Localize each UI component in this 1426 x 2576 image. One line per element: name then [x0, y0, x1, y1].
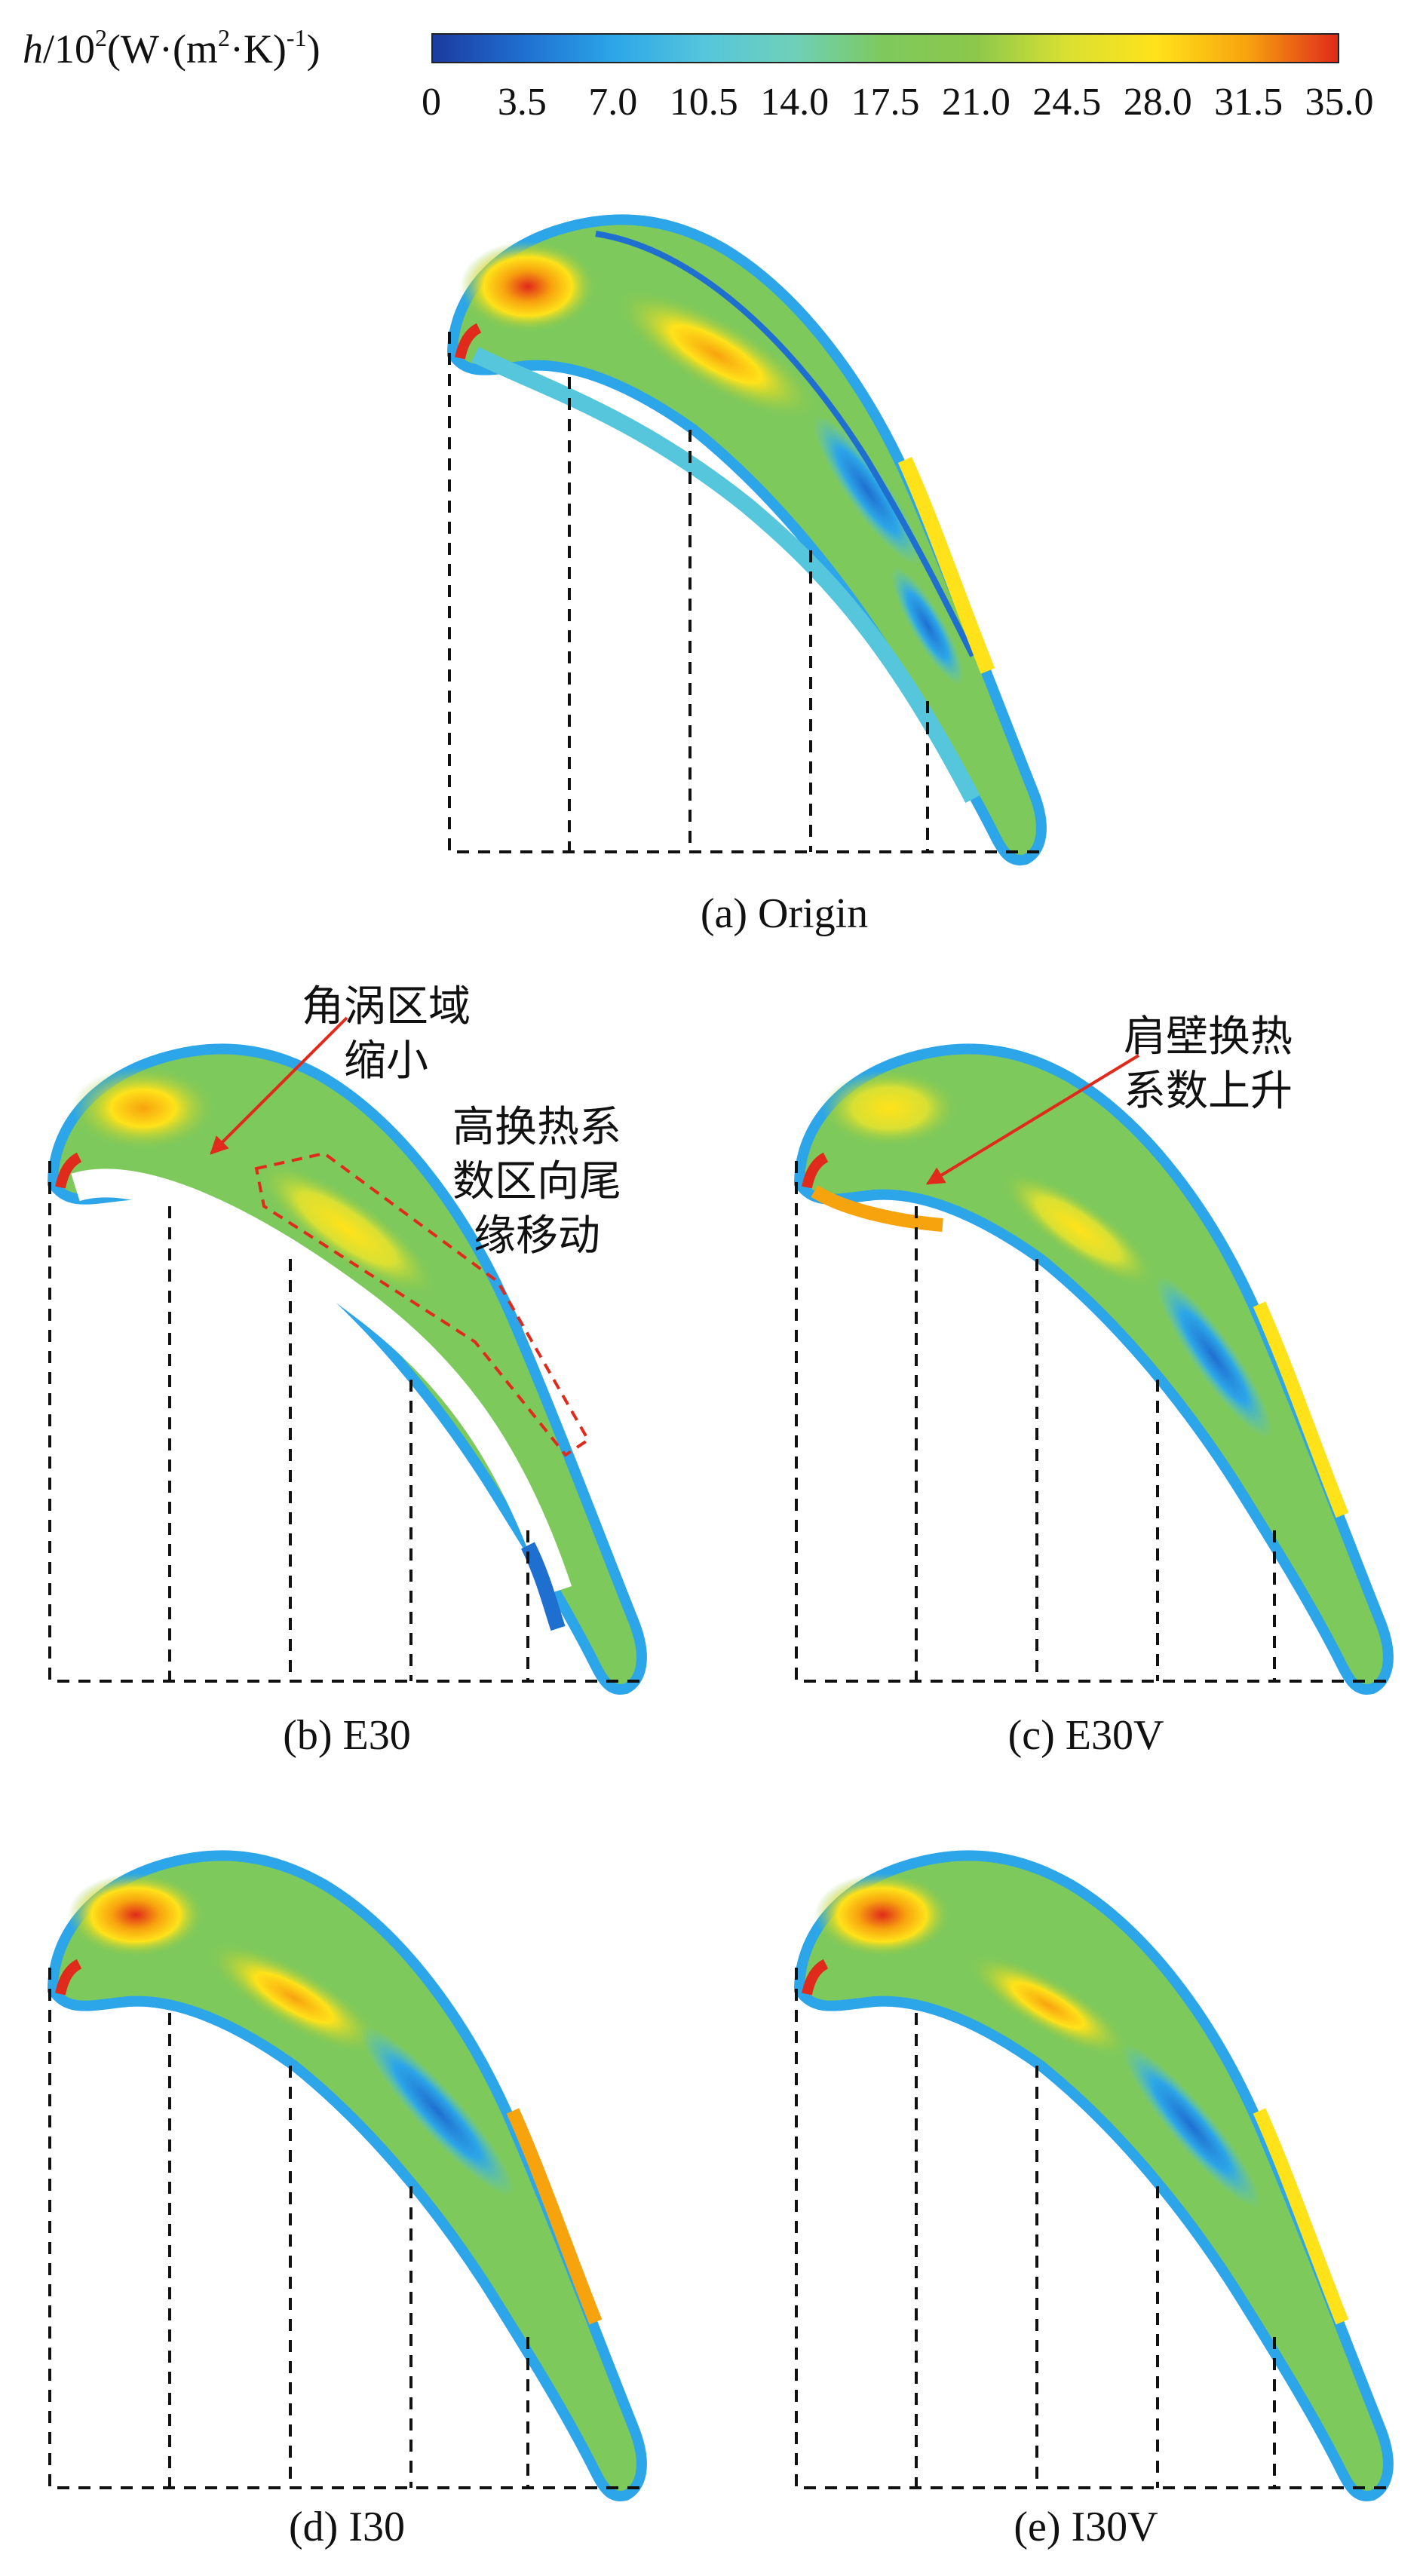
blade-contour: [452, 219, 1041, 860]
blade-panel-d: [45, 1839, 649, 2503]
colorbar-tick: 14.0: [760, 81, 830, 124]
blade-contour: [53, 1855, 642, 2496]
colorbar-tick: 35.0: [1305, 81, 1374, 124]
colorbar-tick: 7.0: [588, 81, 638, 124]
colorbar-tick: 10.5: [669, 81, 738, 124]
colorbar: [431, 33, 1339, 63]
blade-panel-e: [792, 1839, 1395, 2503]
blade-contour: [799, 1855, 1388, 2496]
blade-panel-b: [45, 1016, 649, 1696]
colorbar-tick: 3.5: [497, 81, 547, 124]
colorbar-tick: 28.0: [1123, 81, 1192, 124]
panel-caption-e: (e) I30V: [1014, 2504, 1158, 2550]
colorbar-tick: 17.5: [851, 81, 920, 124]
colorbar-tick: 24.5: [1032, 81, 1102, 124]
panel-caption-d: (d) I30: [289, 2504, 405, 2550]
colorbar-tick: 31.5: [1214, 81, 1283, 124]
blade-panel-c: [792, 1033, 1395, 1696]
annotation-shoulder: 肩壁换热 系数上升: [1124, 1012, 1293, 1116]
colorbar-tick: 0: [422, 81, 441, 124]
blade-contour: [799, 1049, 1388, 1689]
dashed-guides: [448, 332, 1048, 853]
colorbar-title: h/102(W·(m2·K)-1): [23, 24, 320, 72]
annotation-arrow: [210, 1016, 348, 1155]
blade-panel-a: [445, 204, 1048, 867]
panel-caption-c: (c) E30V: [1007, 1712, 1164, 1759]
dashed-guides: [795, 1161, 1395, 1683]
panel-caption-b: (b) E30: [283, 1712, 411, 1759]
annotation-corner-vortex: 角涡区域 缩小: [302, 982, 471, 1086]
colorbar-tick: 21.0: [941, 81, 1010, 124]
blade-contour: [53, 1049, 642, 1689]
dashed-guides: [48, 1968, 649, 2489]
colorbar-ticks: 0 3.5 7.0 10.5 14.0 17.5 21.0 24.5 28.0 …: [422, 80, 1374, 125]
dashed-guides: [48, 1161, 649, 1683]
panel-caption-a: (a) Origin: [700, 890, 869, 937]
annotation-high-htc: 高换热系 数区向尾 缘移动: [452, 1103, 621, 1260]
dashed-guides: [795, 1968, 1395, 2489]
annotation-arrow: [925, 1054, 1140, 1185]
